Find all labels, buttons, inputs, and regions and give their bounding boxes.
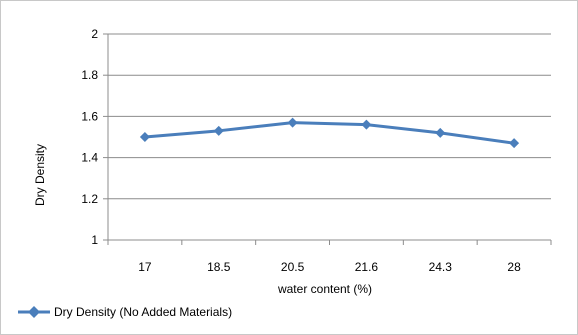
data-point-marker — [213, 125, 224, 136]
y-tick-label: 1.4 — [81, 151, 98, 165]
y-axis-label: Dry Density — [33, 144, 47, 206]
axes — [103, 33, 552, 245]
legend-label: Dry Density (No Added Materials) — [54, 305, 232, 319]
data-point-marker — [287, 117, 298, 128]
y-tick-label: 1 — [91, 233, 98, 247]
legend-diamond-marker — [28, 306, 40, 318]
legend: Dry Density (No Added Materials) — [18, 305, 232, 319]
y-tick-labels: 1 1.2 1.4 1.6 1.8 2 — [81, 27, 98, 247]
y-tick-label: 1.6 — [81, 109, 98, 123]
data-point-marker — [509, 138, 520, 149]
data-point-marker — [361, 119, 372, 130]
x-tick-label: 17 — [138, 260, 152, 274]
series-line — [144, 121, 515, 145]
x-tick-label: 24.3 — [429, 260, 453, 274]
x-tick-labels: 17 18.5 20.5 21.6 24.3 28 — [138, 260, 521, 274]
gridlines — [108, 33, 551, 200]
data-point-marker — [139, 132, 150, 142]
x-tick-label: 20.5 — [281, 260, 305, 274]
data-point-marker — [435, 127, 446, 138]
y-tick-label: 1.8 — [81, 68, 98, 82]
y-tick-label: 1.2 — [81, 192, 98, 206]
y-tick-label: 2 — [91, 27, 98, 41]
x-tick-label: 18.5 — [207, 260, 231, 274]
x-tick-label: 28 — [507, 260, 521, 274]
x-tick-label: 21.6 — [355, 260, 379, 274]
x-axis-label: water content (%) — [277, 282, 372, 296]
series-group — [139, 117, 520, 149]
